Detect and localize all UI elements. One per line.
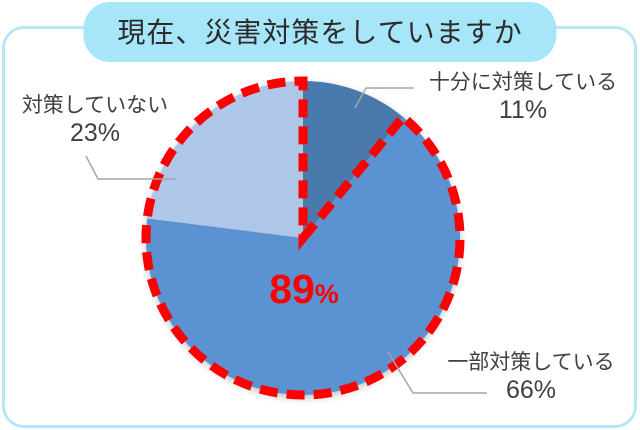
pie-slices-group <box>146 80 461 395</box>
leader-line-sufficient <box>354 87 414 109</box>
callout-partial-label: 一部対策している <box>447 351 615 374</box>
callout-sufficient-label: 十分に対策している <box>428 71 618 94</box>
callout-partial: 一部対策している 66% <box>436 351 626 405</box>
callout-sufficient-percent: 11% <box>498 95 548 124</box>
highlight-total-number: 89 <box>269 266 315 312</box>
page-title: 現在、災害対策をしていますか <box>117 17 523 48</box>
callout-none-label: 対策していない <box>21 94 169 117</box>
callout-leader-lines <box>85 87 487 394</box>
callout-sufficient: 十分に対策している 11% <box>418 71 628 125</box>
pie-slice-0 <box>303 80 404 238</box>
pie-slice-1 <box>146 117 461 395</box>
callout-none: 対策していない 23% <box>10 94 180 148</box>
leader-line-none <box>85 155 176 180</box>
highlight-total-value: 89% <box>238 266 370 313</box>
title-pill: 現在、災害対策をしていますか <box>83 2 557 62</box>
highlight-total-percent-sign: % <box>314 279 339 309</box>
pie-slice-2 <box>147 81 303 238</box>
callout-none-percent: 23% <box>69 118 121 147</box>
callout-partial-percent: 66% <box>505 375 557 404</box>
highlight-dashed-outline <box>141 76 465 400</box>
leader-line-partial <box>387 351 487 394</box>
